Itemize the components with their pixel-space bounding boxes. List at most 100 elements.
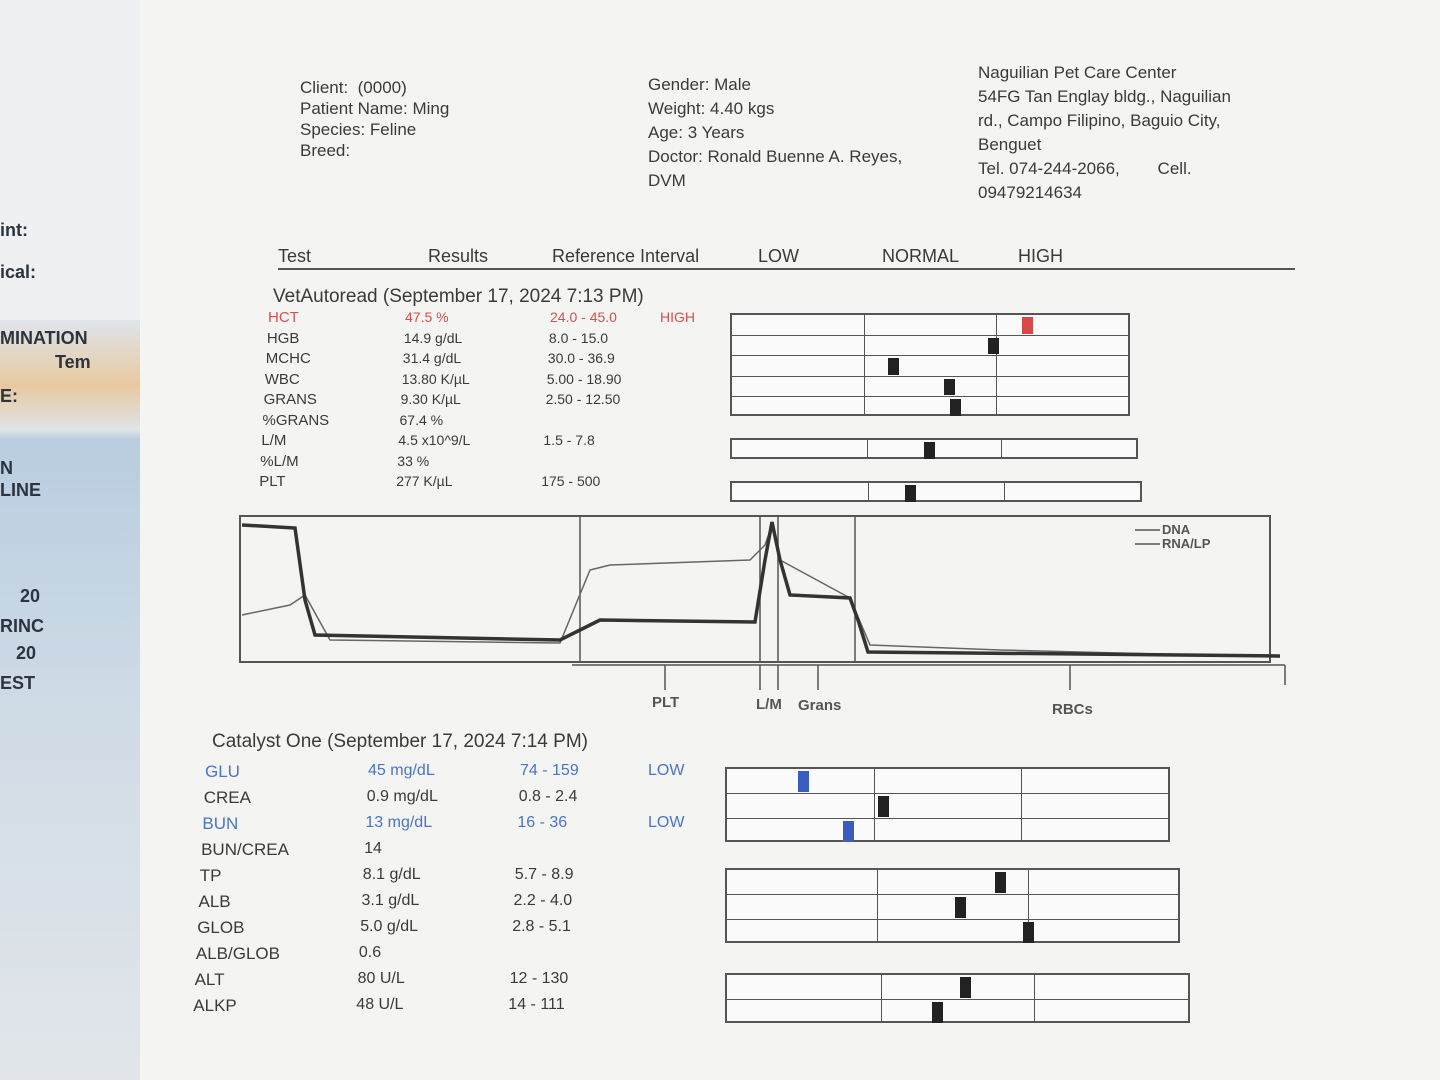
reference-interval: 1.5 - 7.8 bbox=[543, 432, 595, 448]
test-name: BUN/CREA bbox=[201, 840, 289, 859]
bar-divider bbox=[873, 769, 875, 840]
reference-interval: 74 - 159 bbox=[520, 762, 579, 779]
result-marker bbox=[842, 821, 854, 842]
bar-row-line bbox=[732, 355, 1128, 356]
bar-row-line bbox=[727, 919, 1178, 920]
column-header: HIGH bbox=[1018, 246, 1063, 266]
result-marker bbox=[931, 1002, 943, 1023]
test-result: 31.4 g/dL bbox=[402, 350, 462, 366]
bar-divider bbox=[880, 975, 882, 1021]
header-line: Breed: bbox=[300, 141, 351, 160]
bar-row-line bbox=[727, 999, 1188, 1000]
range-bar bbox=[730, 313, 1130, 416]
range-bar bbox=[725, 767, 1170, 842]
test-result: 9.30 K/µL bbox=[400, 391, 461, 407]
bar-divider bbox=[863, 315, 865, 414]
reference-interval: 30.0 - 36.9 bbox=[547, 350, 615, 366]
result-marker bbox=[995, 872, 1007, 893]
test-result: 4.5 x10^9/L bbox=[398, 432, 471, 448]
reference-interval: 16 - 36 bbox=[517, 814, 568, 831]
background-fragment: MINATION bbox=[0, 328, 88, 348]
background-fragment: ical: bbox=[0, 262, 37, 282]
reference-interval: 175 - 500 bbox=[541, 473, 601, 489]
result-marker bbox=[1022, 922, 1034, 943]
result-marker bbox=[878, 796, 890, 817]
background-fragment: 20 bbox=[20, 586, 41, 606]
reference-interval: 14 - 111 bbox=[508, 996, 565, 1013]
graph-legend: RNA/LP bbox=[1162, 536, 1211, 551]
test-result: 0.6 bbox=[358, 944, 382, 961]
result-marker bbox=[905, 485, 917, 502]
test-name: BUN bbox=[202, 814, 239, 833]
background-fragment: N bbox=[0, 458, 13, 478]
dna-curve bbox=[241, 521, 1281, 658]
result-marker bbox=[988, 337, 999, 354]
column-header: Test bbox=[278, 246, 312, 266]
background-fragment: RINC bbox=[0, 616, 44, 636]
test-result: 13.80 K/µL bbox=[401, 370, 470, 387]
bar-row-line bbox=[727, 894, 1178, 895]
header-line: Doctor: Ronald Buenne A. Reyes, bbox=[648, 147, 903, 166]
test-result: 14 bbox=[364, 840, 382, 857]
reference-interval: 2.50 - 12.50 bbox=[545, 391, 621, 407]
bar-row-line bbox=[727, 818, 1168, 819]
test-result: 45 mg/dL bbox=[368, 762, 435, 779]
background-fragment: int: bbox=[0, 220, 28, 240]
graph-axis-label: Grans bbox=[798, 697, 842, 714]
result-marker bbox=[954, 897, 966, 918]
test-name: HGB bbox=[266, 329, 300, 347]
rna-curve bbox=[241, 522, 1281, 658]
bar-divider bbox=[866, 440, 868, 457]
background-fragment: Tem bbox=[55, 352, 91, 372]
graph-axis-label: RBCs bbox=[1052, 701, 1093, 718]
background-fragment: 20 bbox=[16, 643, 37, 663]
reference-interval: 2.8 - 5.1 bbox=[512, 918, 571, 935]
reference-interval: 0.8 - 2.4 bbox=[518, 788, 578, 805]
result-marker bbox=[923, 442, 935, 459]
graph-frame bbox=[239, 515, 1271, 663]
result-flag: HIGH bbox=[660, 309, 695, 325]
reference-interval: 8.0 - 15.0 bbox=[548, 329, 609, 346]
background-fragment: EST bbox=[0, 673, 36, 693]
header-line: Tel. 074-244-2066, Cell. bbox=[978, 159, 1192, 178]
test-result: 3.1 g/dL bbox=[361, 892, 420, 909]
test-name: WBC bbox=[264, 370, 300, 388]
header-line: Naguilian Pet Care Center bbox=[978, 63, 1177, 82]
header-line: 54FG Tan Englay bldg., Naguilian bbox=[978, 87, 1231, 106]
section-title: Catalyst One (September 17, 2024 7:14 PM… bbox=[212, 731, 588, 752]
test-name: GRANS bbox=[263, 391, 317, 408]
reference-interval: 5.7 - 8.9 bbox=[514, 866, 574, 883]
header-line: Benguet bbox=[978, 135, 1042, 154]
result-marker bbox=[798, 771, 810, 792]
result-flag: LOW bbox=[648, 814, 685, 831]
header-line: Gender: Male bbox=[648, 75, 751, 94]
test-name: CREA bbox=[203, 788, 251, 807]
graph-legend: DNA bbox=[1162, 522, 1191, 537]
test-name: TP bbox=[199, 866, 222, 885]
header-line: Weight: 4.40 kgs bbox=[648, 99, 775, 118]
range-bar bbox=[725, 973, 1190, 1023]
header-line: Age: 3 Years bbox=[648, 123, 745, 142]
bar-row-line bbox=[732, 396, 1128, 397]
test-name: %L/M bbox=[260, 452, 299, 470]
bar-divider bbox=[877, 870, 879, 941]
column-header: Reference Interval bbox=[552, 246, 700, 266]
test-name: HCT bbox=[268, 309, 299, 326]
column-header: NORMAL bbox=[882, 246, 960, 266]
range-bar bbox=[730, 481, 1142, 502]
background-papers bbox=[0, 0, 160, 1080]
bar-row-line bbox=[727, 793, 1168, 794]
test-name: ALKP bbox=[193, 996, 237, 1015]
result-marker bbox=[1022, 317, 1033, 334]
reference-interval: 5.00 - 18.90 bbox=[546, 370, 622, 387]
header-line: Species: Feline bbox=[300, 120, 417, 139]
header-line: Patient Name: Ming bbox=[300, 99, 450, 118]
reference-interval: 2.2 - 4.0 bbox=[513, 892, 573, 909]
test-result: 47.5 % bbox=[405, 309, 449, 325]
test-result: 0.9 mg/dL bbox=[366, 788, 438, 805]
result-marker bbox=[959, 977, 971, 998]
bar-row-line bbox=[732, 334, 1128, 336]
test-result: 13 mg/dL bbox=[365, 814, 433, 831]
test-name: ALB bbox=[198, 892, 231, 911]
